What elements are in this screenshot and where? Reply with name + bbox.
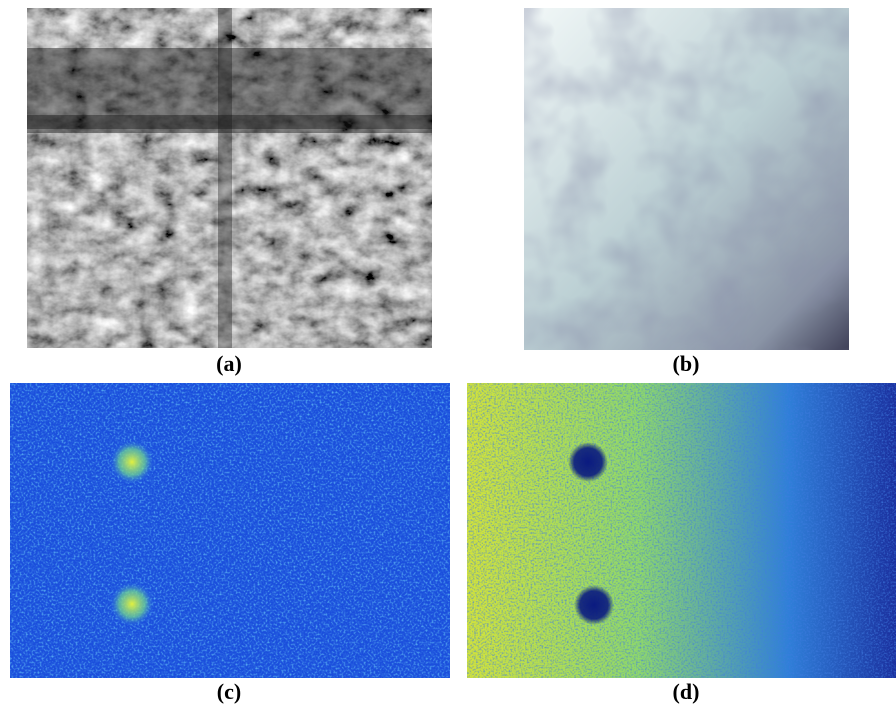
dark-band xyxy=(27,48,432,133)
texture xyxy=(467,383,896,678)
panel-c: (c) xyxy=(10,383,450,704)
spot xyxy=(110,582,154,626)
dark-band xyxy=(27,115,432,129)
panel-label: (c) xyxy=(217,679,241,704)
panel-label: (b) xyxy=(673,351,700,376)
panel-a: (a) xyxy=(27,8,432,376)
image-a xyxy=(27,8,432,348)
panel-d: (d) xyxy=(467,383,896,704)
panel-label: (d) xyxy=(673,679,700,704)
spot xyxy=(110,440,154,484)
spot xyxy=(574,585,614,625)
dark-stripe xyxy=(218,8,232,348)
panel-b: (b) xyxy=(524,8,849,376)
texture xyxy=(524,8,849,350)
panel-label: (a) xyxy=(216,351,242,376)
spot xyxy=(568,442,608,482)
texture xyxy=(10,383,450,678)
